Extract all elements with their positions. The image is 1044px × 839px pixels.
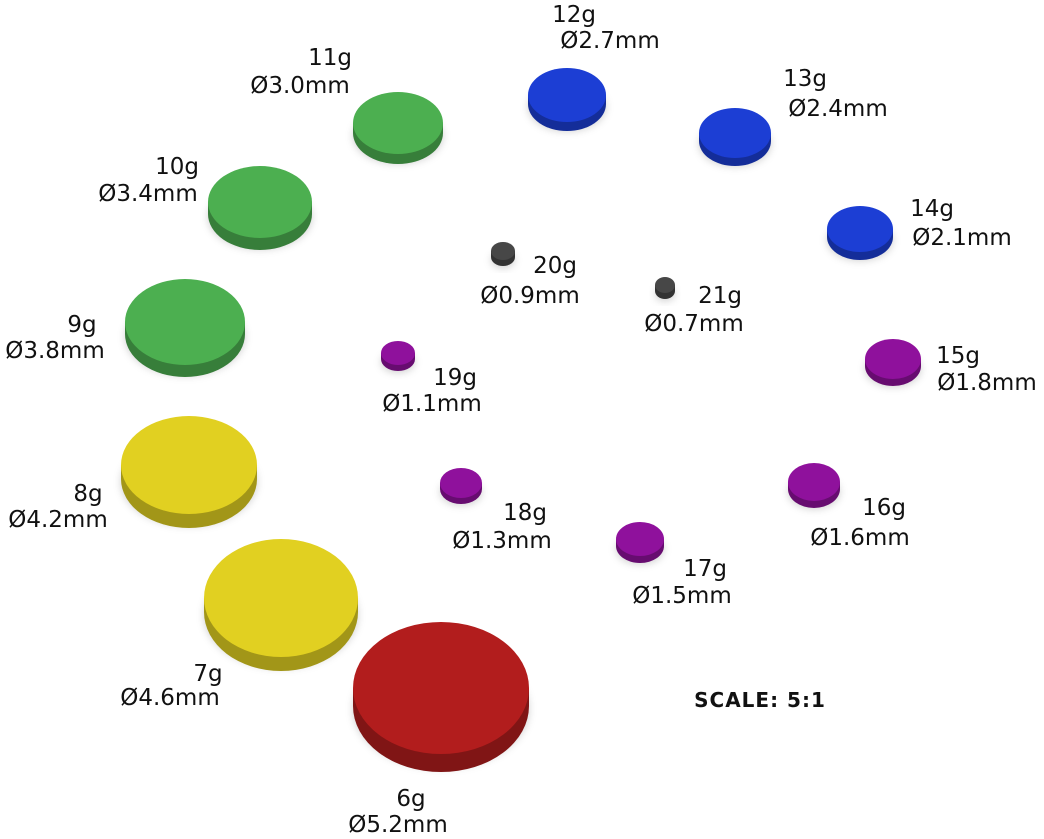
magnet-top [788, 463, 840, 501]
magnet-top [208, 166, 312, 238]
diameter-label: Ø2.1mm [912, 225, 1012, 251]
magnet [788, 463, 840, 510]
diameter-label: Ø1.3mm [452, 528, 552, 554]
magnet [827, 206, 893, 261]
magnet-top [616, 522, 664, 556]
gauge-label: 9g [67, 312, 96, 338]
magnet [491, 242, 515, 269]
magnet [208, 166, 312, 250]
gauge-label: 8g [73, 481, 102, 507]
diameter-label: Ø1.5mm [632, 583, 732, 609]
magnet-top [865, 339, 921, 379]
scale-label: SCALE: 5:1 [694, 688, 826, 712]
magnet-top [353, 622, 529, 754]
gauge-label: 17g [683, 556, 727, 582]
diameter-label: Ø2.7mm [560, 28, 660, 54]
gauge-label: 13g [783, 66, 827, 92]
diameter-label: Ø1.6mm [810, 525, 910, 551]
magnet-top [125, 279, 245, 365]
gauge-label: 12g [552, 2, 596, 28]
gauge-label: 6g [396, 786, 425, 812]
magnet [125, 279, 245, 377]
gauge-label: 16g [862, 495, 906, 521]
magnet-top [381, 341, 415, 365]
magnet-top [204, 539, 358, 657]
magnet [121, 416, 257, 528]
magnet-top [353, 92, 443, 154]
magnet-top [699, 108, 771, 158]
gauge-label: 20g [533, 253, 577, 279]
magnet [528, 68, 606, 132]
magnet-top [491, 242, 515, 260]
magnet-top [121, 416, 257, 514]
magnet [616, 522, 664, 565]
magnet [353, 92, 443, 164]
diameter-label: Ø4.2mm [8, 507, 108, 533]
magnet [440, 468, 482, 506]
diameter-label: Ø4.6mm [120, 685, 220, 711]
magnet [655, 277, 675, 302]
gauge-label: 10g [155, 154, 199, 180]
magnet-top [440, 468, 482, 498]
gauge-label: 19g [433, 365, 477, 391]
diameter-label: Ø1.8mm [937, 370, 1037, 396]
gauge-label: 18g [503, 500, 547, 526]
magnet [865, 339, 921, 387]
magnet-top [827, 206, 893, 252]
diameter-label: Ø3.4mm [98, 181, 198, 207]
diameter-label: Ø0.9mm [480, 283, 580, 309]
magnet [204, 539, 358, 671]
diameter-label: Ø1.1mm [382, 391, 482, 417]
gauge-label: 15g [936, 343, 980, 369]
diameter-label: Ø5.2mm [348, 812, 448, 838]
gauge-label: 11g [308, 45, 352, 71]
diameter-label: Ø0.7mm [644, 311, 744, 337]
disks [121, 68, 921, 772]
magnet-top [655, 277, 675, 293]
magnet [381, 341, 415, 373]
gauge-label: 21g [698, 283, 742, 309]
diameter-label: Ø3.8mm [5, 338, 105, 364]
magnet-top [528, 68, 606, 122]
diameter-label: Ø3.0mm [250, 73, 350, 99]
gauge-label: 7g [193, 661, 222, 687]
diameter-label: Ø2.4mm [788, 96, 888, 122]
magnet [699, 108, 771, 167]
magnet [353, 622, 529, 772]
gauge-label: 14g [910, 196, 954, 222]
